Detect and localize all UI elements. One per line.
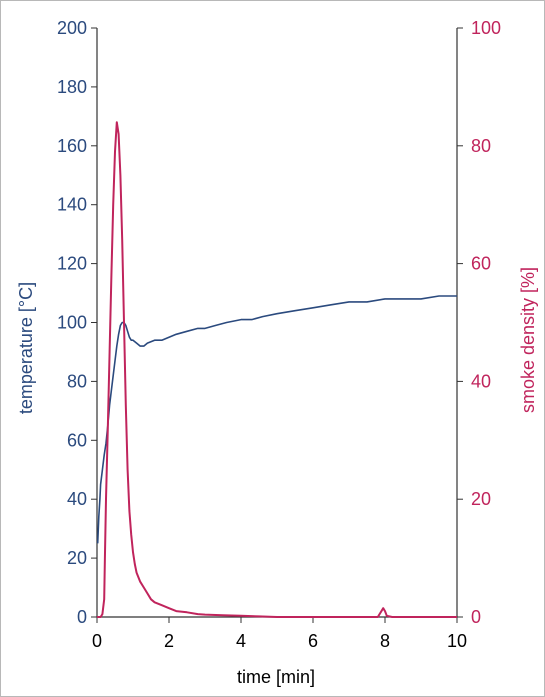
right-axis-title: smoke density [%]	[518, 267, 538, 413]
x-tick-label: 4	[236, 631, 246, 651]
left-tick-label: 160	[57, 136, 87, 156]
left-tick-label: 100	[57, 313, 87, 333]
x-tick-label: 8	[380, 631, 390, 651]
left-tick-label: 140	[57, 195, 87, 215]
right-tick-label: 40	[471, 371, 491, 391]
x-tick-label: 6	[308, 631, 318, 651]
x-tick-label: 0	[92, 631, 102, 651]
x-tick-label: 2	[164, 631, 174, 651]
x-tick-label: 10	[447, 631, 467, 651]
left-tick-label: 180	[57, 77, 87, 97]
left-tick-label: 80	[67, 371, 87, 391]
right-tick-label: 60	[471, 254, 491, 274]
right-tick-label: 0	[471, 607, 481, 627]
left-tick-label: 200	[57, 18, 87, 38]
left-tick-label: 120	[57, 254, 87, 274]
left-tick-label: 40	[67, 489, 87, 509]
left-tick-label: 60	[67, 430, 87, 450]
x-axis-title: time [min]	[237, 667, 315, 687]
left-axis-title: temperature [°C]	[16, 282, 36, 414]
left-tick-label: 20	[67, 548, 87, 568]
right-tick-label: 20	[471, 489, 491, 509]
right-tick-label: 80	[471, 136, 491, 156]
right-tick-label: 100	[471, 18, 501, 38]
temperature-series-line	[96, 295, 457, 544]
smoke-series-line	[97, 121, 457, 618]
left-tick-label: 0	[77, 607, 87, 627]
